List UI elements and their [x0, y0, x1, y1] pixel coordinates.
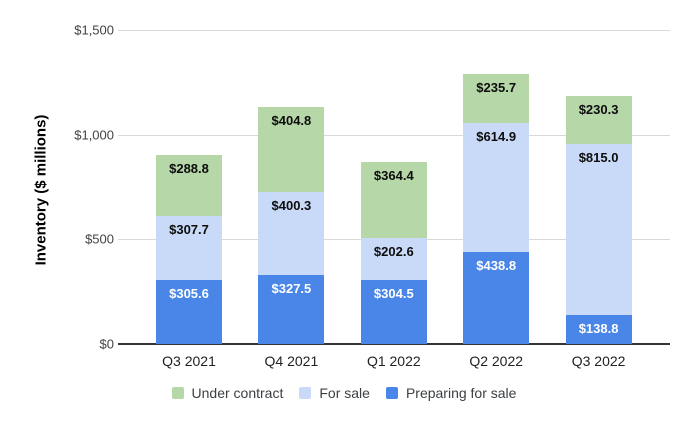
- gridline: [118, 134, 670, 136]
- legend-swatch-icon: [299, 387, 312, 399]
- legend-swatch-icon: [171, 387, 184, 399]
- y-tick-label: $0: [99, 336, 114, 352]
- bar-segment-for-sale: $202.6: [360, 237, 427, 281]
- segment-value-label: $364.4: [373, 167, 414, 183]
- y-tick-label: $1,000: [74, 127, 114, 143]
- legend-swatch-icon: [385, 387, 398, 399]
- x-axis-category-label: Q1 2022: [366, 353, 421, 369]
- legend-item-preparing-for-sale: Preparing for sale: [385, 385, 517, 401]
- segment-value-label: $235.7: [476, 80, 517, 96]
- segment-value-label: $138.8: [578, 320, 619, 336]
- segment-value-label: $815.0: [578, 150, 619, 166]
- segment-value-label: $288.8: [169, 161, 209, 177]
- y-tick-label: $500: [85, 231, 114, 247]
- y-tick-label: $1,500: [74, 22, 114, 38]
- x-axis-category-label: Q3 2021: [162, 353, 216, 369]
- bar-segment-under-contract: $230.3: [565, 96, 632, 145]
- bar-segment-under-contract: $235.7: [463, 74, 530, 124]
- legend-label: Under contract: [191, 385, 284, 401]
- x-axis-category-label: Q3 2022: [571, 353, 626, 369]
- bar-segment-preparing-for-sale: $304.5: [360, 280, 427, 344]
- legend: Under contract For sale Preparing for sale: [0, 385, 688, 401]
- bar-segment-for-sale: $400.3: [258, 191, 325, 276]
- x-axis-category-label: Q4 2021: [264, 353, 319, 369]
- bar-segment-under-contract: $288.8: [156, 155, 222, 216]
- bar-segment-for-sale: $614.9: [463, 123, 530, 253]
- x-axis-category-label: Q2 2022: [469, 353, 524, 369]
- gridline: [118, 30, 670, 31]
- bar-segment-under-contract: $364.4: [360, 161, 427, 238]
- legend-item-for-sale: For sale: [299, 385, 370, 401]
- bar-segment-for-sale: $307.7: [156, 215, 222, 281]
- bar-segment-for-sale: $815.0: [565, 144, 632, 315]
- segment-value-label: $614.9: [476, 129, 517, 145]
- segment-value-label: $305.6: [169, 286, 209, 302]
- x-axis-baseline: [118, 343, 670, 345]
- segment-value-label: $307.7: [169, 221, 209, 237]
- bar-segment-preparing-for-sale: $438.8: [463, 252, 530, 344]
- legend-label: Preparing for sale: [405, 385, 517, 401]
- segment-value-label: $230.3: [578, 102, 619, 118]
- legend-item-under-contract: Under contract: [171, 385, 284, 401]
- bar-segment-preparing-for-sale: $305.6: [156, 280, 222, 344]
- bar-segment-preparing-for-sale: $327.5: [258, 275, 325, 344]
- bar-segment-under-contract: $404.8: [258, 106, 325, 192]
- bar-segment-preparing-for-sale: $138.8: [565, 314, 632, 344]
- segment-value-label: $304.5: [373, 286, 414, 302]
- segment-value-label: $327.5: [271, 281, 312, 297]
- segment-value-label: $438.8: [476, 258, 517, 274]
- segment-value-label: $202.6: [373, 243, 414, 259]
- y-axis-title: Inventory ($ millions): [32, 114, 50, 266]
- legend-label: For sale: [319, 385, 370, 401]
- segment-value-label: $404.8: [271, 112, 312, 128]
- segment-value-label: $400.3: [271, 197, 312, 213]
